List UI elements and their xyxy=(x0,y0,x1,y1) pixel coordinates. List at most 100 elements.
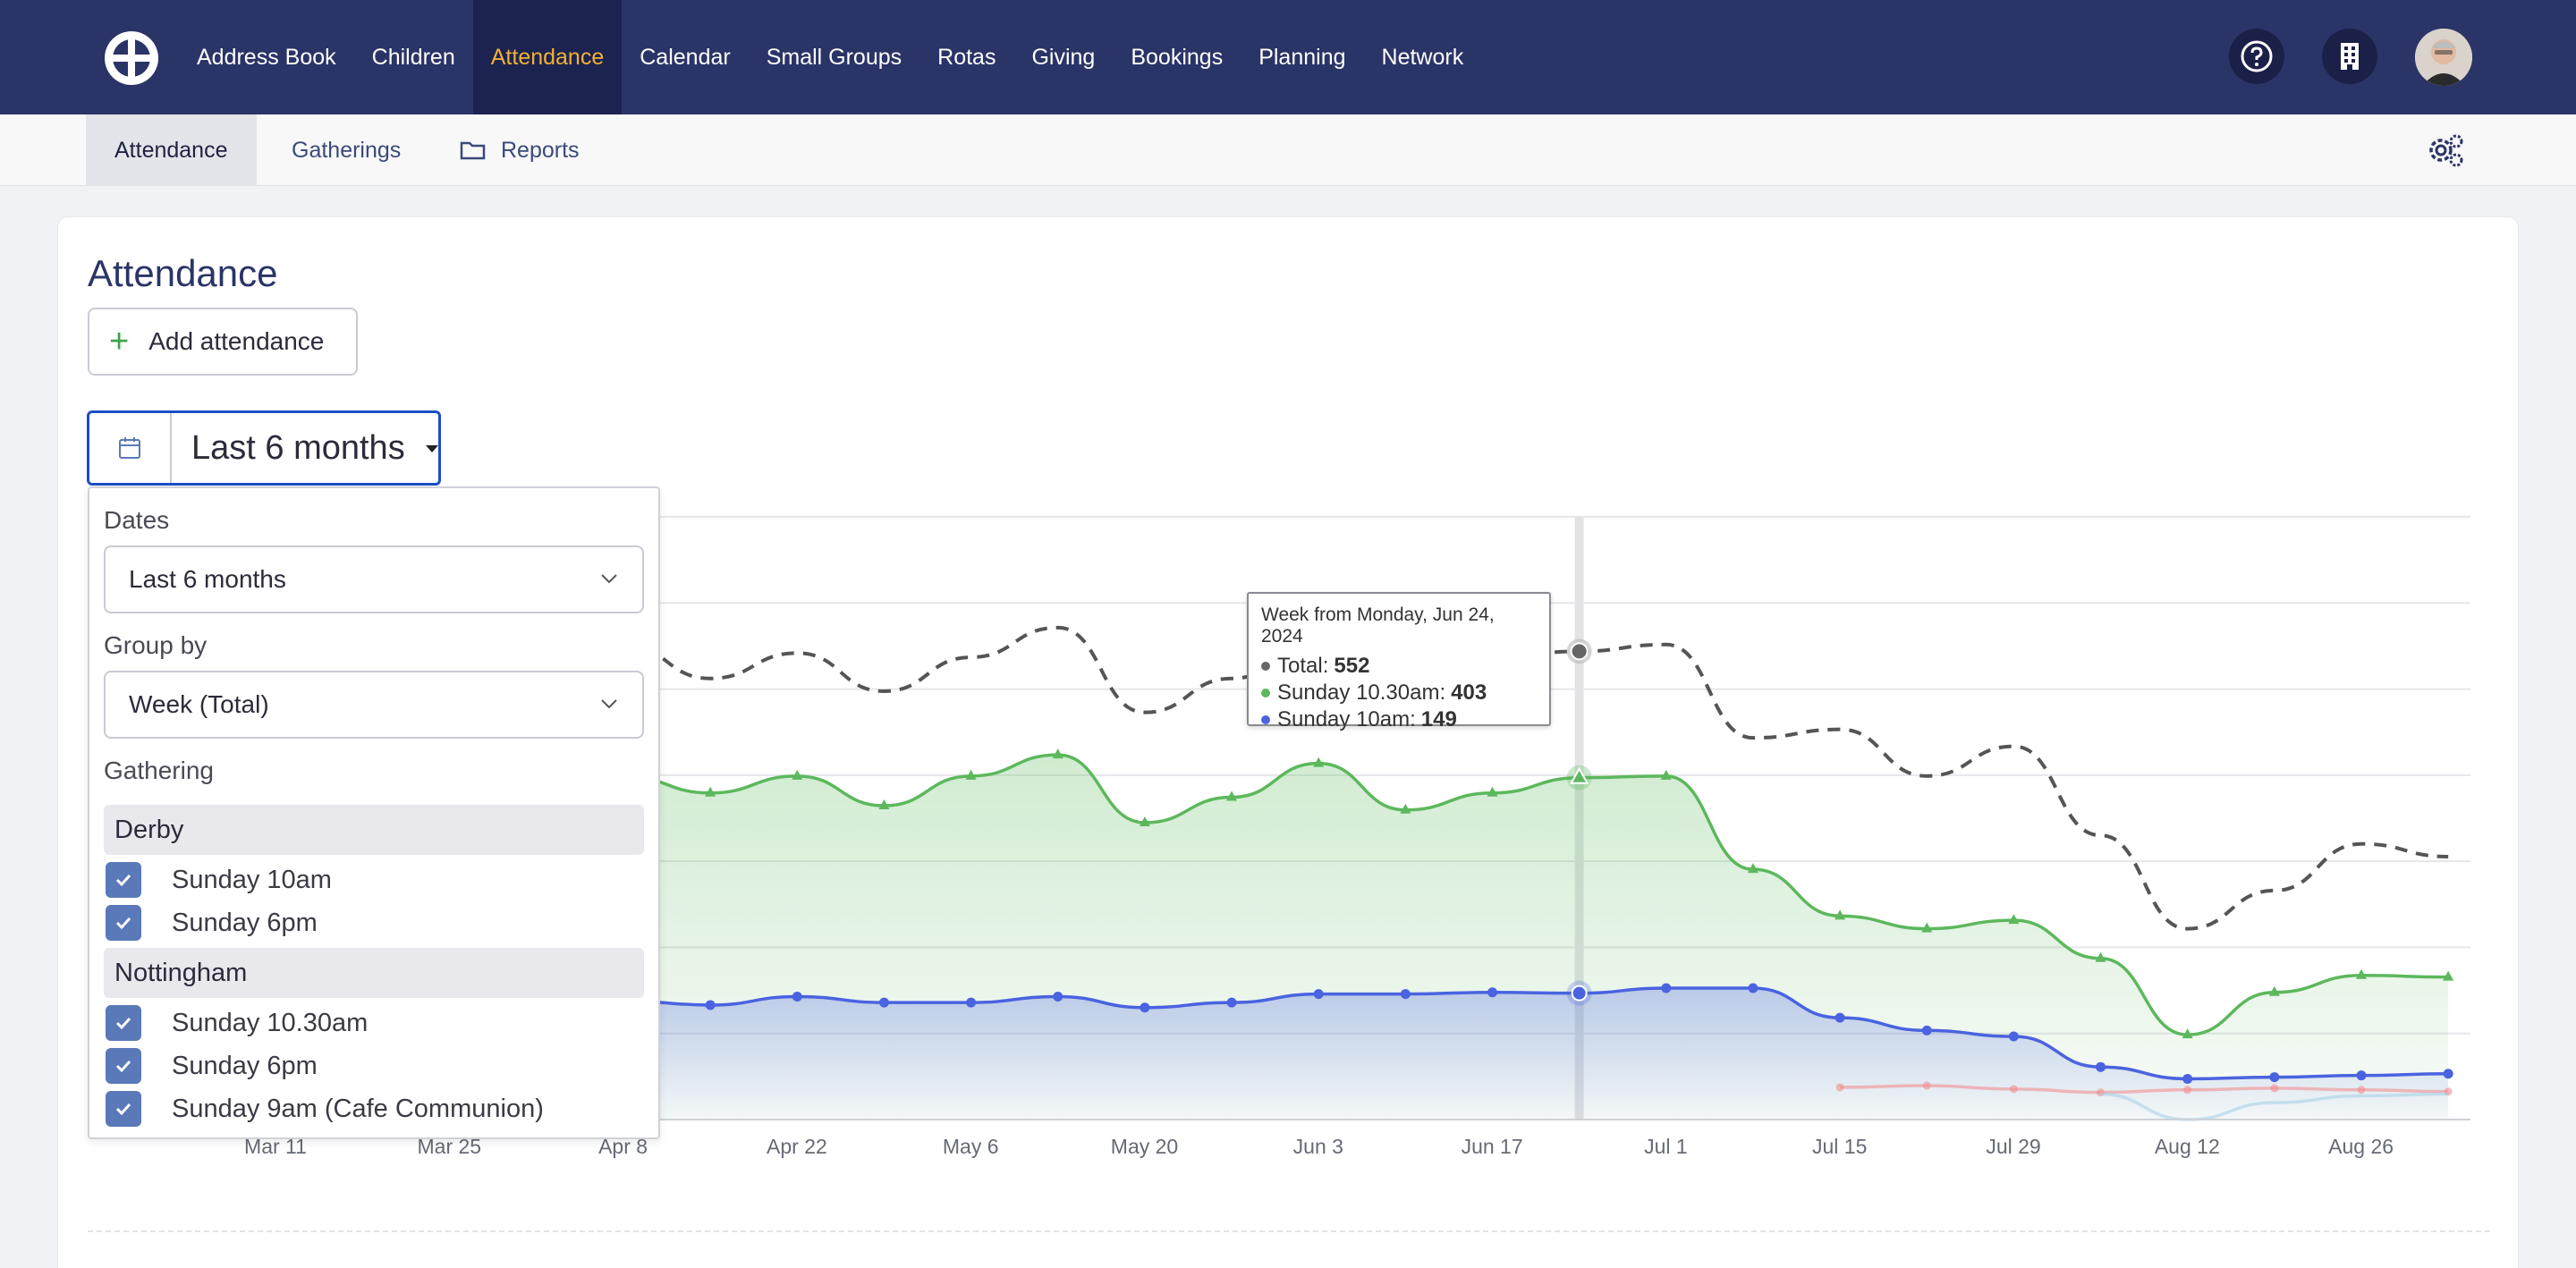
data-point xyxy=(705,1000,716,1010)
data-point xyxy=(2443,1069,2453,1079)
gathering-checkbox-derby-sunday-6pm[interactable]: Sunday 6pm xyxy=(106,905,318,941)
data-point xyxy=(1747,863,1758,874)
data-point xyxy=(965,769,977,780)
checkbox-checked-icon xyxy=(106,1048,141,1084)
tab-gatherings[interactable]: Gatherings xyxy=(292,137,402,163)
group-by-select-value: Week (Total) xyxy=(129,690,269,718)
dates-label: Dates xyxy=(104,506,170,534)
data-point xyxy=(1226,790,1238,801)
dates-select[interactable]: Last 6 months xyxy=(104,545,644,613)
tooltip-label: Total xyxy=(1277,654,1323,678)
x-tick-label: May 6 xyxy=(943,1135,999,1158)
data-point xyxy=(1313,757,1325,767)
x-tick-label: May 20 xyxy=(1111,1135,1178,1158)
data-point xyxy=(1835,1012,1845,1023)
gathering-label: Sunday 6pm xyxy=(172,908,318,937)
gathering-checkbox-nottingham-sunday-6pm[interactable]: Sunday 6pm xyxy=(106,1048,318,1084)
gathering-label: Sunday 6pm xyxy=(172,1051,318,1080)
chart-tooltip: Week from Monday, Jun 24, 2024 Total: 55… xyxy=(1247,592,1551,731)
nav-item-planning[interactable]: Planning xyxy=(1258,44,1346,70)
data-point xyxy=(2095,951,2106,962)
calendar-icon xyxy=(89,413,172,483)
date-range-picker[interactable]: Last 6 months xyxy=(87,410,441,486)
x-tick-label: Jul 15 xyxy=(1812,1135,1867,1158)
tooltip-label: Sunday 10.30am xyxy=(1277,680,1440,705)
data-point xyxy=(1400,989,1411,1000)
group-by-label: Group by xyxy=(104,631,208,659)
nav-item-rotas[interactable]: Rotas xyxy=(937,44,996,70)
dates-select-value: Last 6 months xyxy=(129,565,286,593)
tooltip-value: 552 xyxy=(1334,654,1370,678)
caret-down-icon xyxy=(426,445,438,452)
user-avatar[interactable] xyxy=(2415,29,2472,86)
x-tick-label: Jun 17 xyxy=(1462,1135,1523,1158)
data-point xyxy=(2183,1086,2192,1095)
tab-reports[interactable]: Reports xyxy=(460,114,580,186)
data-point xyxy=(2009,1085,2018,1094)
data-point xyxy=(2270,1084,2279,1093)
nav-item-address-book[interactable]: Address Book xyxy=(197,44,336,70)
highlight-point-sunday-1030am xyxy=(1569,766,1589,784)
series-area-sunday-10am xyxy=(623,987,2449,1120)
top-navigation-bar: Address Book Children Attendance Calenda… xyxy=(0,0,2576,114)
data-point xyxy=(1835,909,1846,920)
series-line-sunday-10am xyxy=(623,986,2449,1081)
data-point xyxy=(1835,1083,1844,1092)
tab-reports-label: Reports xyxy=(501,137,580,163)
gathering-label: Sunday 9am (Cafe Communion) xyxy=(172,1094,544,1123)
data-point xyxy=(2008,1031,2019,1042)
data-point xyxy=(1052,748,1063,759)
checkbox-checked-icon xyxy=(106,1091,141,1127)
help-icon[interactable] xyxy=(2229,29,2284,84)
sub-navigation-bar: Attendance Gatherings Reports xyxy=(0,114,2576,186)
app-logo[interactable] xyxy=(102,29,161,88)
gathering-checkbox-derby-sunday-10am[interactable]: Sunday 10am xyxy=(106,862,332,898)
data-point xyxy=(1922,1081,1931,1090)
data-point xyxy=(1400,803,1411,814)
series-line-sunday-9am-cafe-communion xyxy=(2100,1092,2449,1121)
nav-item-children[interactable]: Children xyxy=(371,44,455,70)
series-line-total xyxy=(623,625,2449,931)
gathering-checkbox-nottingham-sunday-1030am[interactable]: Sunday 10.30am xyxy=(106,1005,368,1041)
section-divider xyxy=(88,1230,2490,1232)
data-point xyxy=(878,997,889,1008)
x-tick-label: Aug 26 xyxy=(2328,1135,2394,1158)
data-point xyxy=(2182,1028,2193,1039)
nav-item-attendance[interactable]: Attendance xyxy=(472,0,623,114)
data-point xyxy=(705,786,716,797)
gathering-label: Gathering xyxy=(104,757,214,784)
data-point xyxy=(2443,970,2454,981)
tooltip-row-sunday-1030: Sunday 10.30am: 403 xyxy=(1261,680,1537,706)
nav-item-bookings[interactable]: Bookings xyxy=(1131,44,1224,70)
group-heading-derby: Derby xyxy=(104,805,644,855)
tab-attendance[interactable]: Attendance xyxy=(86,114,257,186)
tooltip-title: Week from Monday, Jun 24, 2024 xyxy=(1261,604,1495,647)
nav-item-network[interactable]: Network xyxy=(1381,44,1464,70)
data-point xyxy=(1661,983,1672,993)
highlight-point-sunday-10am xyxy=(1571,985,1588,1002)
data-point xyxy=(1921,1025,1932,1036)
tooltip-row-total: Total: 552 xyxy=(1261,653,1537,680)
data-point xyxy=(2356,968,2367,979)
data-point xyxy=(2357,1086,2366,1095)
tooltip-label: Sunday 10am xyxy=(1277,707,1411,731)
data-point xyxy=(1053,991,1063,1002)
group-heading-nottingham: Nottingham xyxy=(104,948,644,998)
series-line-sunday-6pm xyxy=(1840,1084,2449,1095)
gathering-checkbox-nottingham-sunday-9am[interactable]: Sunday 9am (Cafe Communion) xyxy=(106,1091,544,1127)
main-nav: Address Book Children Attendance Calenda… xyxy=(179,0,1481,114)
nav-item-calendar[interactable]: Calendar xyxy=(640,44,731,70)
chevron-down-icon xyxy=(601,699,617,709)
data-point xyxy=(1748,983,1758,993)
settings-gear-icon[interactable] xyxy=(2426,131,2465,170)
data-point xyxy=(2008,914,2020,925)
data-point xyxy=(2356,1070,2367,1081)
add-attendance-button[interactable]: + Add attendance xyxy=(88,308,358,376)
nav-item-giving[interactable]: Giving xyxy=(1031,44,1096,70)
nav-item-small-groups[interactable]: Small Groups xyxy=(766,44,902,70)
building-icon[interactable] xyxy=(2322,29,2377,84)
group-by-select[interactable]: Week (Total) xyxy=(104,671,644,739)
tooltip-value: 403 xyxy=(1451,680,1487,705)
data-point xyxy=(2182,1073,2193,1084)
gathering-label: Sunday 10am xyxy=(172,865,332,894)
